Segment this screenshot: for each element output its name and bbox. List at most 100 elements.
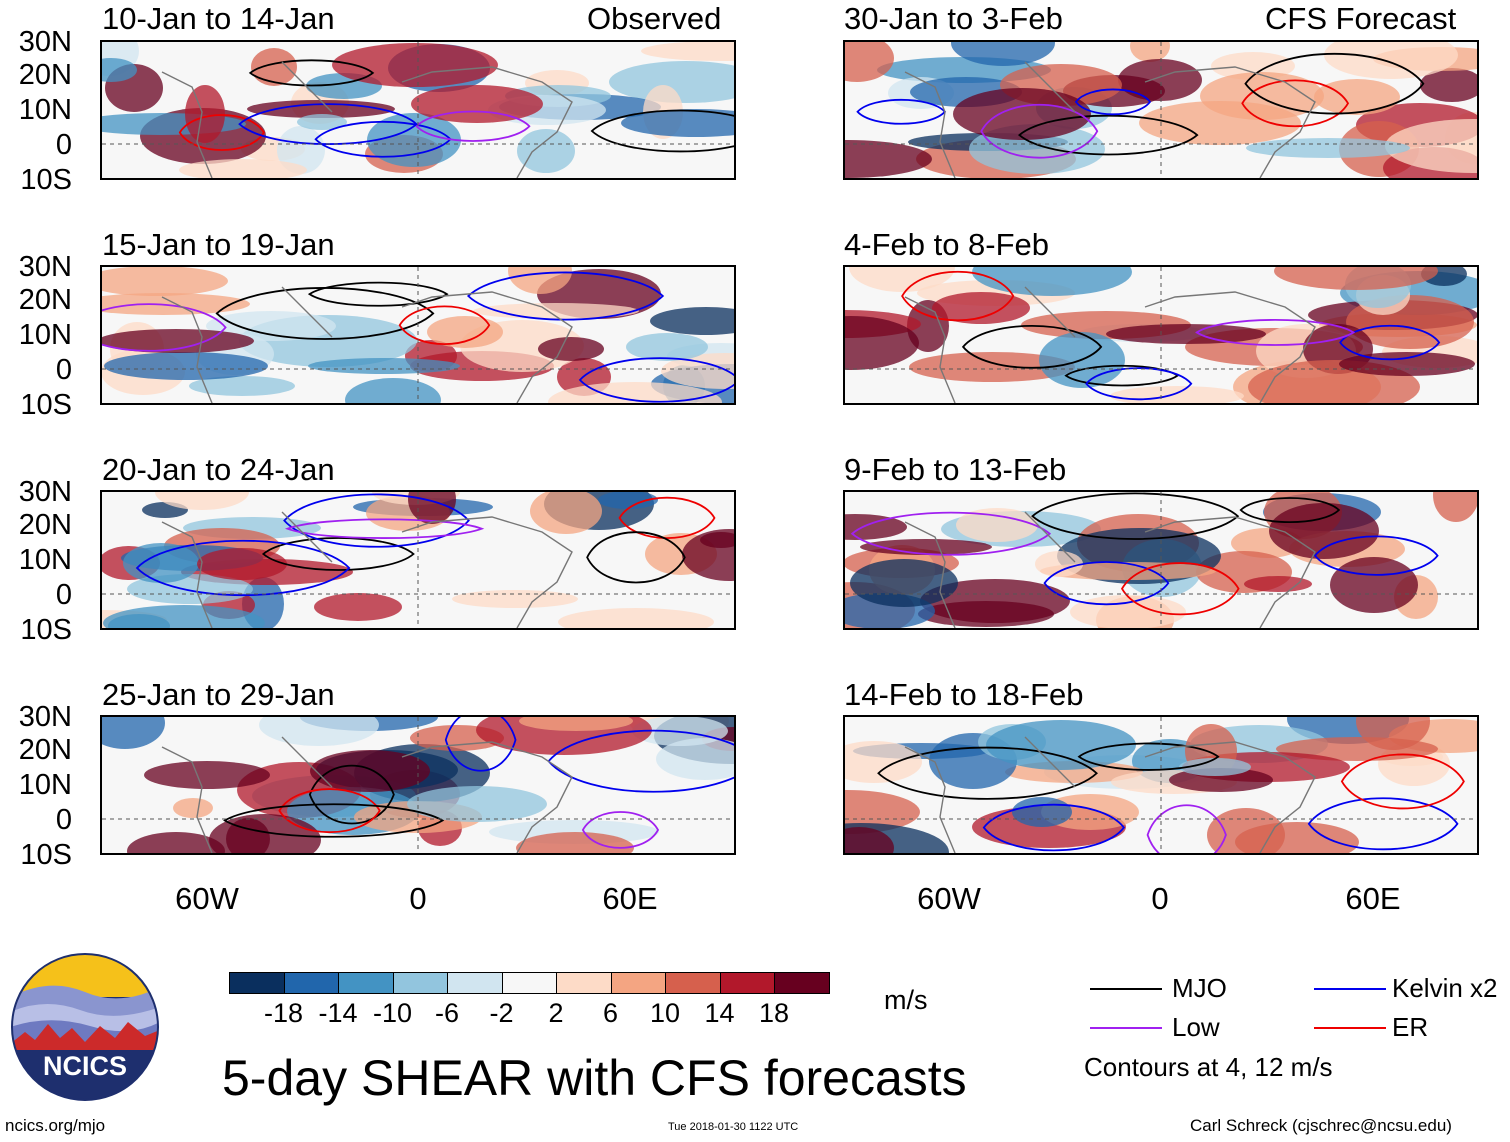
lon-label-60w-right: 60W: [917, 881, 981, 916]
shear-map: [102, 267, 734, 403]
contour-line: [547, 729, 734, 793]
contour-line: [1120, 562, 1240, 616]
lat-label: 30N: [18, 701, 72, 733]
contour-line: [1307, 797, 1459, 851]
colorbar-label: 18: [758, 998, 790, 1028]
lat-label: 0: [55, 354, 72, 386]
contour-line: [278, 788, 381, 834]
ncics-logo: NCICS: [10, 952, 160, 1102]
coastline: [904, 736, 1316, 853]
colorbar-swatch: [501, 972, 557, 994]
shear-blob: [452, 590, 578, 608]
shear-blob: [641, 42, 734, 61]
shear-blob: [367, 113, 461, 167]
shear-blob: [538, 337, 604, 361]
shear-blob: [951, 42, 1055, 66]
shear-blob: [621, 109, 734, 137]
shear-blob: [104, 352, 268, 380]
lat-label: 30N: [18, 251, 72, 283]
shear-blob: [650, 307, 734, 335]
legend-label-low: Low: [1172, 1012, 1220, 1042]
colorbar-label: 10: [649, 998, 681, 1028]
shear-blob: [144, 761, 270, 789]
contour-line: [308, 764, 395, 825]
panel-title-fcst-4: 14-Feb to 18-Feb: [844, 677, 1084, 712]
shear-blob: [845, 42, 894, 82]
shear-blob: [1070, 595, 1186, 628]
shear-blob: [860, 539, 992, 555]
lat-label: 10S: [20, 164, 72, 196]
colorbar-swatch: [556, 972, 612, 994]
colorbar-swatch: [283, 972, 339, 994]
shear-blob: [408, 492, 456, 524]
shear-blob: [845, 514, 907, 540]
contour-line: [1085, 367, 1193, 401]
shear-blob: [102, 267, 228, 296]
logo-text: NCICS: [43, 1051, 127, 1081]
shear-blob: [345, 378, 441, 403]
contour-line: [1064, 364, 1180, 387]
contour-line: [398, 305, 491, 345]
map-panel-fcst-2: [843, 265, 1479, 405]
shear-map: [102, 42, 734, 178]
contour-line: [444, 717, 517, 772]
shear-blob: [598, 492, 658, 509]
colorbar-swatch: [229, 972, 285, 994]
contour-line: [1239, 497, 1341, 523]
shear-blob: [1139, 101, 1301, 145]
colorbar-swatch: [774, 972, 830, 994]
shear-blob: [197, 548, 287, 580]
units-label: m/s: [884, 985, 928, 1015]
cfs-forecast-label: CFS Forecast: [1265, 1, 1457, 36]
panel-title-fcst-2: 4-Feb to 8-Feb: [844, 227, 1050, 262]
shear-blob: [609, 61, 734, 103]
map-panel-obs-3: [100, 490, 736, 630]
shear-map: [845, 717, 1477, 853]
legend-label-kelvin: Kelvin x2: [1392, 973, 1498, 1003]
shear-blob: [1330, 557, 1418, 613]
shear-blob: [1433, 492, 1477, 522]
contour-line: [850, 511, 1052, 556]
lat-label: 20N: [18, 734, 72, 766]
shear-blob: [123, 543, 199, 583]
colorbar-label: 2: [548, 998, 564, 1028]
contour-note: Contours at 4, 12 m/s: [1084, 1052, 1333, 1082]
shear-blob: [909, 352, 1075, 382]
main-title: 5-day SHEAR with CFS forecasts: [222, 1050, 967, 1106]
shear-blob: [1244, 576, 1312, 592]
contour-line: [901, 270, 1015, 322]
shear-blob: [407, 786, 547, 822]
footer-url[interactable]: ncics.org/mjo: [5, 1116, 106, 1135]
colorbar-label: -10: [372, 998, 413, 1028]
shear-map: [845, 492, 1477, 628]
footer-author: Carl Schreck (cjschrec@ncsu.edu): [1190, 1116, 1452, 1135]
shear-blob: [1314, 79, 1400, 115]
shear-map: [102, 492, 734, 628]
contour-line: [415, 110, 531, 142]
shear-blob: [102, 717, 165, 749]
shear-blob: [1324, 42, 1458, 79]
legend-line-low: [1090, 1027, 1162, 1029]
shear-blob: [956, 508, 1038, 542]
lat-label: 10N: [18, 544, 72, 576]
colorbar-label: -18: [263, 998, 304, 1028]
shear-blob: [972, 267, 1132, 296]
shear-blob: [310, 750, 430, 792]
shear-blob: [953, 88, 1091, 140]
shear-blob: [920, 579, 1070, 623]
colorbar-label: 6: [602, 998, 619, 1028]
shear-blob: [173, 798, 213, 818]
contour-line: [980, 103, 1099, 159]
shear-blob: [277, 126, 325, 174]
contour-line: [238, 103, 418, 145]
lat-label: 10S: [20, 839, 72, 871]
shear-blob: [332, 43, 498, 87]
contour-line: [1241, 79, 1350, 128]
legend-label-mjo: MJO: [1172, 973, 1227, 1003]
shear-blob: [516, 832, 634, 853]
shear-blob: [845, 140, 932, 178]
contour-line: [961, 325, 1103, 369]
shear-map: [845, 42, 1477, 178]
contour-line: [586, 531, 686, 584]
lat-label: 30N: [18, 476, 72, 508]
